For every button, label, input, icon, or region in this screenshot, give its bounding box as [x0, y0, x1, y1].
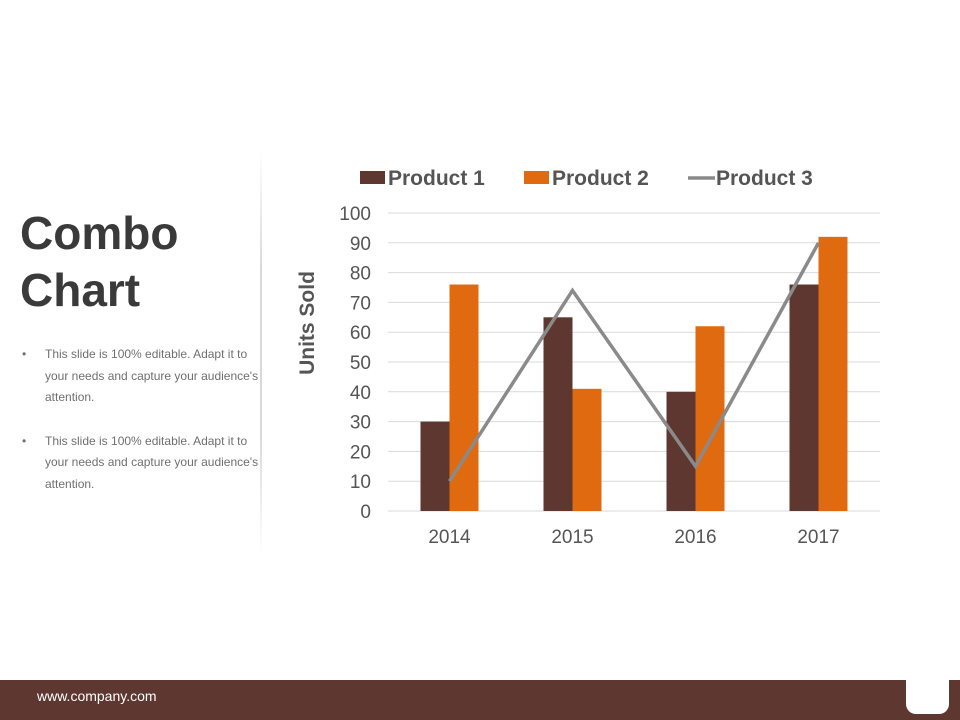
- bar-product-1: [789, 284, 819, 511]
- footer-bar: www.company.com: [0, 680, 960, 720]
- bar-product-1: [543, 317, 573, 511]
- bullet-list: This slide is 100% editable. Adapt it to…: [22, 344, 267, 517]
- slide-title-line-1: Combo: [20, 207, 179, 259]
- line-product-3: [448, 241, 821, 483]
- legend-label-product-2: Product 2: [552, 167, 649, 190]
- bar-product-1: [420, 421, 450, 511]
- legend-swatch-product-1: [360, 171, 385, 184]
- y-tick-label: 80: [350, 264, 371, 285]
- y-tick-label: 60: [350, 323, 371, 344]
- slide-title-line-2: Chart: [20, 264, 141, 316]
- bar-product-2: [572, 388, 602, 511]
- footer-url: www.company.com: [37, 688, 157, 704]
- y-tick-label: 90: [350, 234, 371, 255]
- slide-title: Combo Chart: [20, 205, 178, 319]
- y-tick-label: 100: [339, 204, 371, 225]
- legend-label-product-3: Product 3: [716, 167, 813, 190]
- legend-swatch-product-2: [524, 171, 549, 184]
- legend-label-product-1: Product 1: [388, 167, 485, 190]
- x-tick-label: 2015: [551, 527, 593, 548]
- x-tick-label: 2014: [428, 527, 471, 548]
- x-tick-label: 2017: [797, 527, 839, 548]
- bullet-item: This slide is 100% editable. Adapt it to…: [22, 344, 267, 409]
- y-tick-label: 10: [350, 472, 371, 493]
- bar-product-2: [695, 326, 725, 511]
- y-tick-label: 40: [350, 383, 371, 404]
- y-tick-label: 0: [360, 502, 371, 523]
- y-tick-label: 30: [350, 413, 371, 434]
- footer-tab: [906, 680, 949, 714]
- vertical-divider: [260, 150, 262, 555]
- y-axis-label: Units Sold: [296, 271, 319, 375]
- y-tick-label: 20: [350, 442, 371, 463]
- bullet-item: This slide is 100% editable. Adapt it to…: [22, 431, 267, 496]
- combo-chart: 0 10 20 30 40 50 60 70 80 90 100 2014 2015 2016 2017 P…: [296, 167, 880, 548]
- bar-product-1: [666, 391, 696, 511]
- x-tick-label: 2016: [674, 527, 716, 548]
- y-tick-label: 50: [350, 353, 371, 374]
- y-tick-label: 70: [350, 293, 371, 314]
- bar-product-2: [818, 236, 848, 511]
